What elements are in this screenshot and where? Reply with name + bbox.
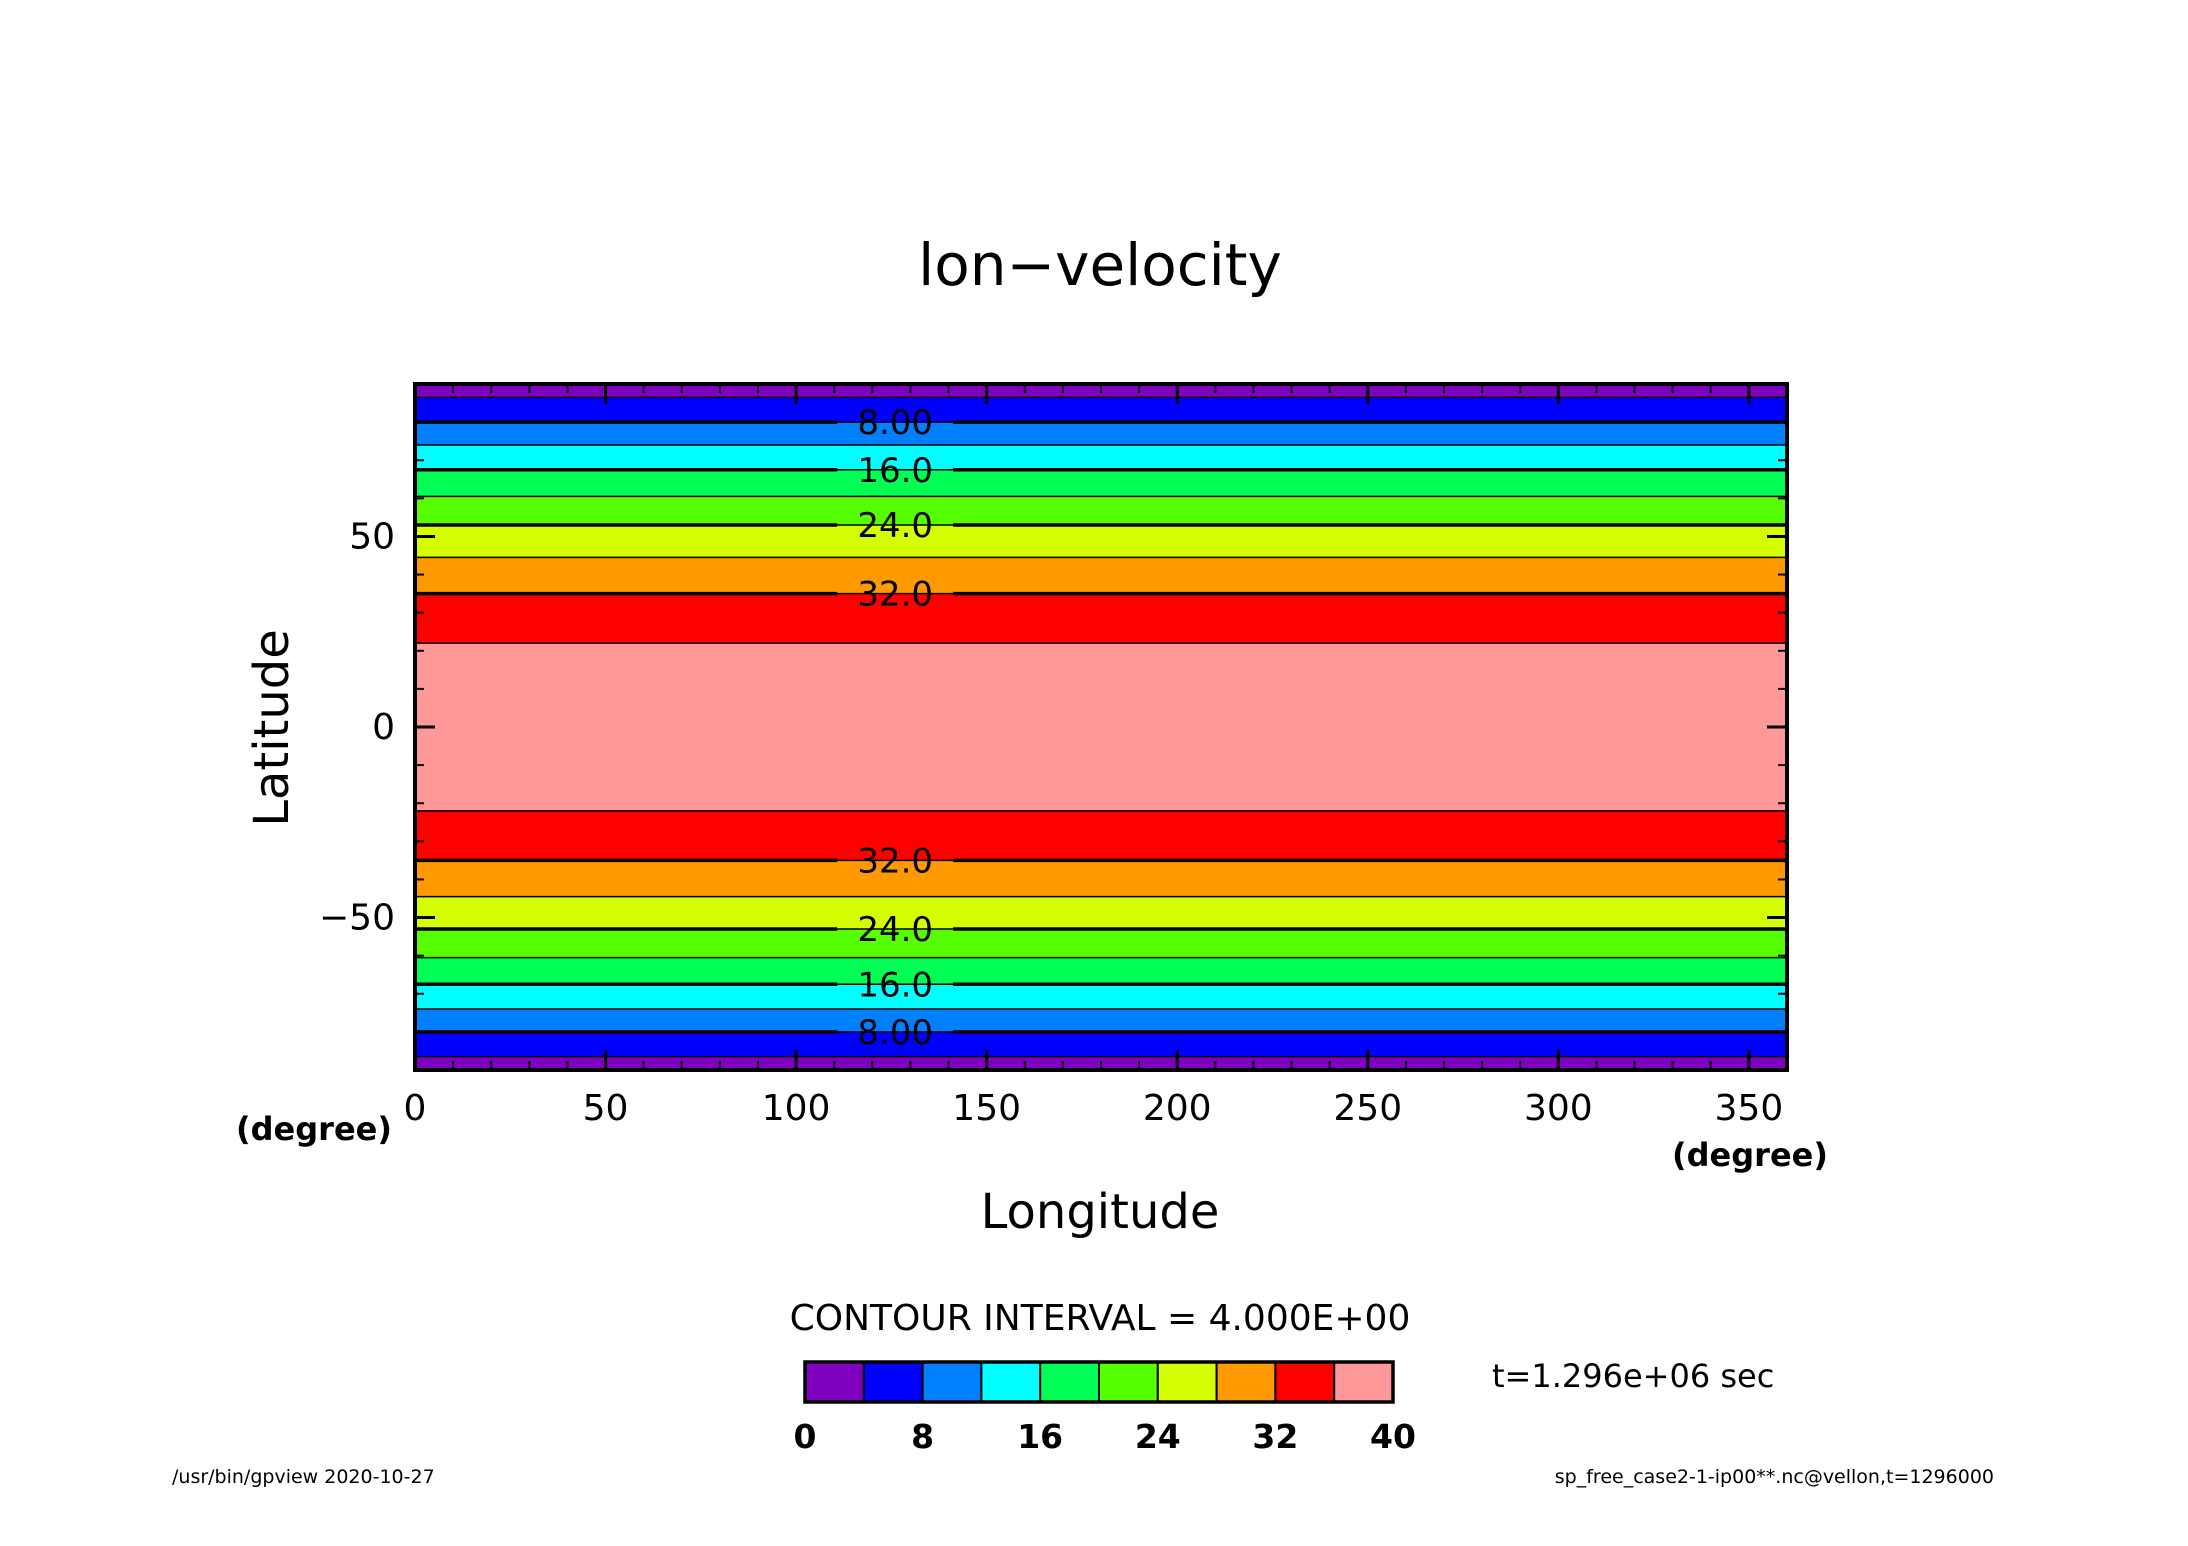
colorbar-swatch-8 — [1274, 1361, 1336, 1403]
x-tick-label: 350 — [1715, 1088, 1784, 1129]
x-tick-label: 50 — [583, 1088, 629, 1129]
band-5 — [415, 928, 1787, 958]
contour-label-0: 8.00 — [857, 403, 933, 443]
band-11 — [415, 557, 1787, 594]
contour-label-2: 24.0 — [857, 506, 933, 546]
x-unit-left: (degree) — [236, 1110, 392, 1148]
colorbar-swatch-9 — [1333, 1361, 1394, 1403]
y-tick-label: −50 — [319, 898, 395, 939]
y-tick-label: 0 — [372, 707, 395, 748]
colorbar-tick-label: 24 — [1135, 1417, 1181, 1456]
band-2 — [415, 1009, 1787, 1032]
band-4 — [415, 957, 1787, 985]
contour-interval-text: CONTOUR INTERVAL = 4.000E+00 — [790, 1298, 1411, 1339]
x-axis-label: Longitude — [981, 1184, 1220, 1240]
band-7 — [415, 860, 1787, 897]
y-axis-label: Latitude — [244, 629, 300, 827]
colorbar-tick-label: 8 — [911, 1417, 934, 1456]
contour-label-5: 24.0 — [857, 910, 933, 950]
colorbar-tick-label: 16 — [1017, 1417, 1063, 1456]
colorbar-swatch-7 — [1215, 1361, 1277, 1403]
band-13 — [415, 496, 1787, 526]
colorbar-swatch-5 — [1098, 1361, 1159, 1403]
x-tick-label: 300 — [1524, 1088, 1593, 1129]
band-3 — [415, 984, 1787, 1010]
band-8 — [415, 810, 1787, 861]
contour-label-3: 32.0 — [857, 575, 933, 615]
colorbar-tick-label: 0 — [794, 1417, 817, 1456]
band-17 — [415, 397, 1787, 423]
x-tick-label: 200 — [1143, 1088, 1212, 1129]
colorbar-tick-label: 32 — [1252, 1417, 1298, 1456]
x-tick-label: 150 — [952, 1088, 1021, 1129]
colorbar-frame — [803, 1360, 1395, 1404]
contour-label-1: 16.0 — [857, 451, 933, 491]
colorbar-swatch-0 — [804, 1361, 865, 1403]
band-1 — [415, 1031, 1787, 1057]
colorbar-swatch-3 — [980, 1361, 1042, 1403]
footer-left: /usr/bin/gpview 2020-10-27 — [172, 1466, 435, 1488]
band-12 — [415, 525, 1787, 558]
chart-title: lon−velocity — [918, 231, 1282, 299]
band-6 — [415, 896, 1787, 929]
contour-label-7: 8.00 — [857, 1013, 933, 1053]
footer-right: sp_free_case2-1-ip00**.nc@vellon,t=12960… — [1555, 1466, 1994, 1488]
plot-frame — [413, 382, 1789, 1072]
x-tick-label: 0 — [404, 1088, 427, 1129]
x-tick-label: 250 — [1333, 1088, 1402, 1129]
band-9 — [415, 643, 1787, 811]
colorbar-swatch-1 — [862, 1361, 924, 1403]
y-tick-label: 50 — [349, 516, 395, 557]
colorbar-tick-label: 40 — [1370, 1417, 1416, 1456]
time-label: t=1.296e+06 sec — [1492, 1357, 1774, 1395]
band-16 — [415, 422, 1787, 445]
band-14 — [415, 469, 1787, 497]
colorbar: 0 8 16 24 32 40 — [794, 1360, 1416, 1456]
contour-label-4: 32.0 — [857, 841, 933, 881]
band-10 — [415, 593, 1787, 644]
plot-area: 8.00 16.0 24.0 32.0 32.0 24.0 16.0 8.00 0 50 100 15… — [319, 382, 1789, 1129]
x-tick-label: 100 — [762, 1088, 831, 1129]
x-unit-right: (degree) — [1672, 1136, 1828, 1174]
colorbar-swatch-2 — [921, 1361, 983, 1403]
colorbar-swatch-6 — [1156, 1361, 1218, 1403]
colorbar-swatch-4 — [1039, 1361, 1100, 1403]
contour-label-6: 16.0 — [857, 965, 933, 1005]
band-15 — [415, 444, 1787, 470]
